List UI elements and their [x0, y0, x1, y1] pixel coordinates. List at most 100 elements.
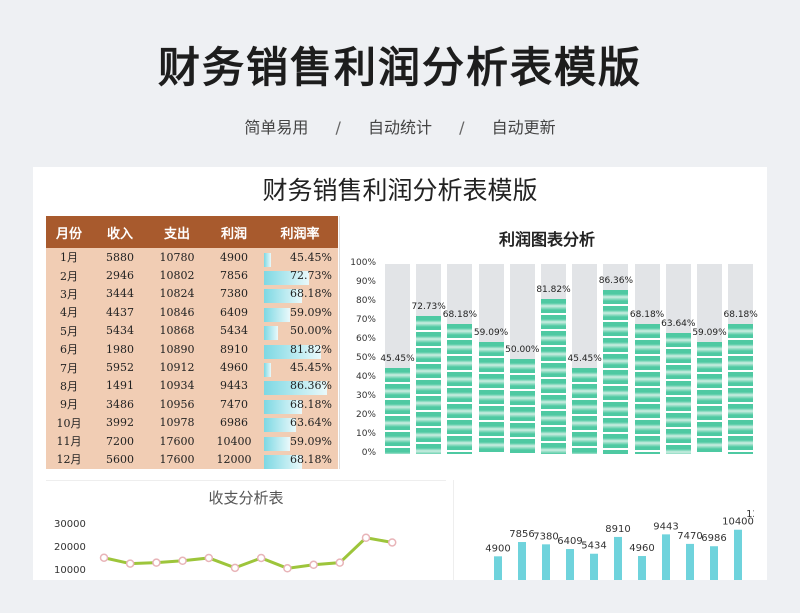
cell-month: 3月	[60, 287, 78, 301]
line-chart-svg: 30000 20000 10000	[54, 519, 397, 576]
profit-bar	[542, 544, 550, 580]
spreadsheet-preview: 财务销售利润分析表模版 月份 收入 支出 利润 利润率 1月 5880 10780 4…	[33, 167, 767, 580]
cell-profit: 8910	[220, 342, 248, 356]
rate-databar	[264, 399, 303, 414]
profit-bar	[518, 542, 526, 580]
profit-bar	[734, 529, 742, 580]
cell-month: 2月	[60, 269, 78, 283]
bar-data-label: 9443	[653, 521, 678, 532]
line-point	[152, 558, 161, 567]
y-tick-label: 40%	[355, 372, 376, 382]
cell-income: 3992	[106, 416, 134, 430]
header-month: 月份	[55, 226, 82, 242]
column-data-label: 68.18%	[723, 310, 758, 321]
cell-month: 1月	[60, 251, 78, 265]
profit-column	[385, 367, 410, 454]
cell-profit: 9443	[220, 379, 248, 393]
cell-expense: 10978	[159, 416, 195, 430]
column-data-label: 86.36%	[598, 275, 634, 286]
column-data-label: 45.45%	[567, 353, 602, 364]
bar-data-label: 7856	[509, 529, 534, 540]
line-point	[125, 559, 135, 568]
chart-title: 利润图表分析	[498, 230, 595, 249]
rate-databar	[264, 454, 303, 469]
profit-bar	[614, 536, 622, 580]
rate-value: 45.45%	[290, 250, 332, 264]
line-y-tick: 20000	[54, 542, 86, 553]
line-point	[230, 563, 240, 573]
cell-expense: 10868	[159, 324, 195, 338]
cell-expense: 10890	[159, 342, 195, 356]
hero-tags: 简单易用 / 自动统计 / 自动更新	[0, 114, 800, 138]
cell-rate: 68.18%	[262, 287, 338, 304]
rate-value: 59.09%	[290, 305, 332, 319]
cell-expense: 10802	[159, 269, 195, 283]
cell-income: 5880	[106, 250, 134, 264]
rate-value: 68.18%	[290, 287, 332, 301]
profit-bar	[662, 534, 670, 580]
rate-value: 50.00%	[290, 324, 332, 338]
y-tick-label: 0%	[361, 448, 376, 458]
line-point	[99, 553, 109, 562]
y-tick-label: 10%	[355, 429, 376, 439]
header-rate: 利润率	[280, 226, 320, 242]
y-tick-label: 30%	[355, 391, 376, 401]
cell-rate: 59.09%	[262, 435, 338, 451]
cell-profit: 6986	[220, 416, 248, 430]
cell-income: 5600	[106, 452, 134, 466]
rate-databar	[264, 271, 309, 286]
line-chart-title: 收支分析表	[208, 489, 284, 507]
header-profit: 利润	[220, 226, 247, 242]
table-row: 6月 1980 10890 8910 81.82%	[46, 340, 338, 359]
cell-rate: 45.45%	[262, 250, 338, 267]
table-row: 9月 3486 10956 7470 68.18%	[46, 395, 338, 414]
cell-expense: 17600	[159, 452, 195, 466]
y-tick-label: 20%	[355, 410, 376, 420]
y-tick-label: 100%	[350, 258, 376, 268]
cell-rate: 59.09%	[262, 305, 338, 322]
income-expense-chart: 收支分析表 30000 20000 10000	[46, 480, 446, 580]
cell-income: 5952	[106, 361, 134, 375]
profit-column	[634, 324, 660, 454]
cell-rate: 50.00%	[262, 324, 338, 341]
column-data-label: 72.73%	[411, 301, 446, 312]
table-row: 11月 7200 17600 10400 59.09%	[46, 432, 338, 451]
bar-data-label: 10400	[722, 517, 754, 528]
rate-value: 68.18%	[290, 452, 332, 466]
cell-income: 3444	[106, 287, 134, 301]
cell-month: 6月	[60, 343, 78, 357]
bar-data-label: 8910	[605, 524, 630, 535]
cell-month: 7月	[60, 361, 78, 375]
rate-databar	[264, 289, 303, 304]
bar-data-label: 4900	[485, 543, 510, 554]
profit-bar	[494, 556, 502, 580]
rate-value: 86.36%	[290, 379, 332, 393]
table-row: 7月 5952 10912 4960 45.45%	[46, 358, 338, 378]
header-expense: 支出	[163, 226, 190, 242]
table-row: 3月 3444 10824 7380 68.18%	[46, 285, 338, 304]
line-y-tick: 30000	[54, 519, 86, 530]
column-data-label: 59.09%	[473, 327, 509, 338]
line-y-tick: 10000	[54, 565, 86, 576]
profit-column	[665, 333, 691, 454]
tag-auto-stat: 自动统计	[367, 118, 432, 137]
cell-profit: 5434	[220, 324, 248, 338]
income-line	[103, 536, 393, 570]
rate-databar	[264, 326, 278, 341]
profit-bar	[710, 546, 718, 580]
table-body: 1月 5880 10780 4900 45.45% 2月 2946 10802 7856 72.7…	[46, 248, 338, 469]
column-data-label: 50.00%	[505, 345, 540, 355]
column-data-label: 68.18%	[629, 310, 665, 321]
table-row: 4月 4437 10846 6409 59.09%	[46, 303, 338, 322]
rate-databar	[264, 344, 321, 359]
cell-rate: 45.45%	[262, 361, 338, 378]
profit-column	[447, 324, 473, 454]
profit-column	[728, 324, 754, 454]
table-row: 12月 5600 17600 12000 68.18%	[46, 450, 338, 469]
profit-column	[509, 359, 535, 454]
cell-month: 4月	[60, 306, 78, 320]
cell-rate: 81.82%	[262, 343, 338, 359]
tag-separator: /	[335, 118, 341, 137]
cell-month: 8月	[60, 379, 78, 393]
cell-profit: 7470	[220, 397, 248, 411]
